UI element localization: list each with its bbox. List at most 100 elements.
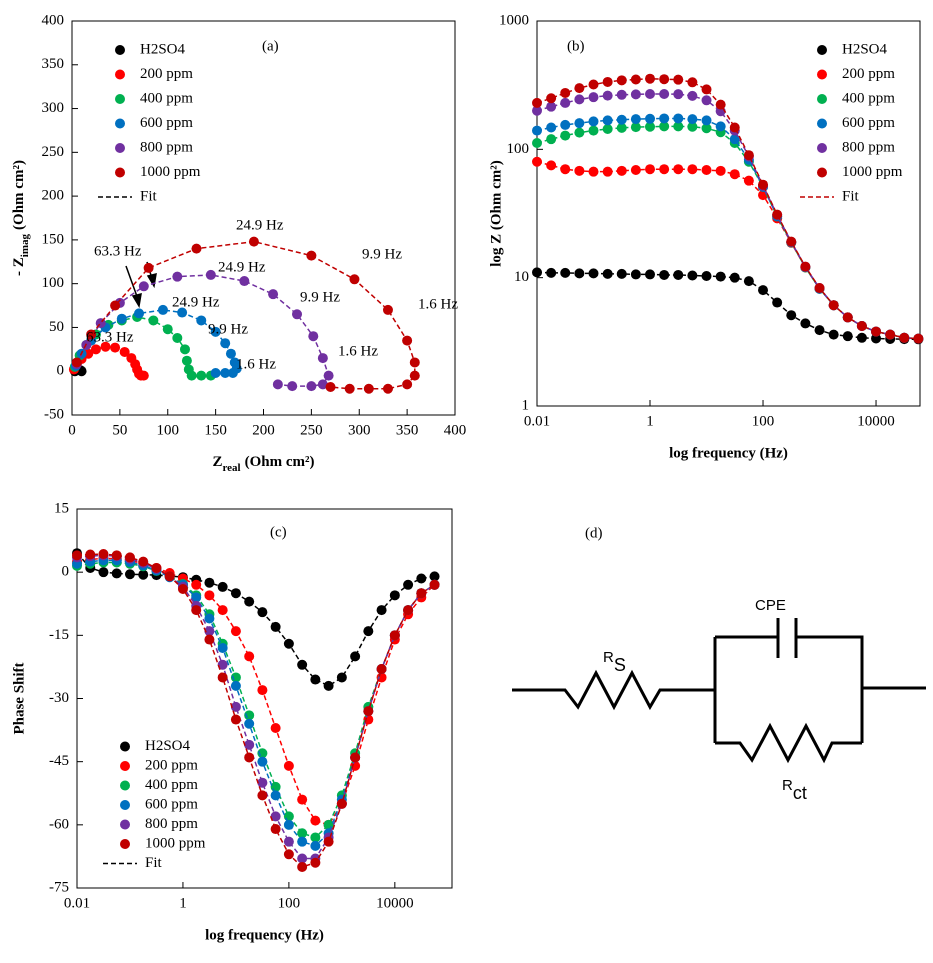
data-point <box>389 630 400 641</box>
data-point <box>310 840 321 851</box>
axis-label: Zreal (Ohm cm²) <box>212 454 314 473</box>
data-point <box>283 819 294 830</box>
legend-label: Fit <box>145 855 163 871</box>
data-point <box>645 113 656 124</box>
legend-marker <box>817 143 827 153</box>
data-point <box>323 370 334 381</box>
fit-line <box>76 557 436 826</box>
data-point <box>574 94 585 105</box>
data-point <box>268 289 279 300</box>
data-point <box>283 638 294 649</box>
data-point <box>532 156 542 167</box>
axis-label: log Z (Ohm cm²) <box>488 160 504 267</box>
data-point <box>270 811 281 822</box>
data-point <box>248 236 259 247</box>
annotation: 24.9 Hz <box>236 217 284 233</box>
data-point <box>532 125 542 136</box>
data-point <box>363 706 374 717</box>
data-point <box>532 267 542 278</box>
data-point <box>196 315 207 326</box>
legend-label: 200 ppm <box>140 66 193 82</box>
rs-sub: S <box>614 655 626 675</box>
data-point <box>402 379 413 390</box>
data-point <box>230 680 241 691</box>
data-point <box>871 326 882 337</box>
data-point <box>429 571 440 582</box>
data-point <box>842 312 853 323</box>
data-point <box>588 92 599 103</box>
data-point <box>800 318 811 329</box>
y-tick-label: 15 <box>54 500 69 516</box>
y-tick-label: 0 <box>62 564 70 580</box>
y-tick-label: 10 <box>514 269 529 285</box>
data-point <box>673 269 684 280</box>
x-tick-label: 350 <box>396 422 419 438</box>
data-point <box>532 138 542 149</box>
data-point <box>602 124 613 135</box>
rct-sub: ct <box>793 783 807 803</box>
legend-marker <box>817 69 827 80</box>
data-point <box>124 569 135 580</box>
data-point <box>111 550 122 561</box>
data-point <box>310 674 321 685</box>
data-point <box>913 333 924 344</box>
data-point <box>560 267 571 278</box>
data-point <box>204 613 215 624</box>
data-point <box>239 276 250 287</box>
data-point <box>560 130 571 141</box>
y-tick-label: 100 <box>507 141 530 157</box>
data-point <box>86 329 97 340</box>
axis-label-main: Z <box>212 454 222 470</box>
data-point <box>715 271 726 282</box>
data-point <box>363 383 374 394</box>
legend-label: H2SO4 <box>842 41 888 57</box>
data-point <box>210 326 221 337</box>
data-point <box>560 87 571 98</box>
data-point <box>204 577 215 588</box>
y-tick-label: 200 <box>42 188 65 204</box>
data-point <box>350 752 361 763</box>
data-point <box>230 701 241 712</box>
data-point <box>191 592 202 603</box>
data-point <box>786 310 797 321</box>
legend-label: 1000 ppm <box>145 835 206 851</box>
data-point <box>217 581 228 592</box>
data-point <box>217 642 228 653</box>
data-point <box>856 332 867 343</box>
annotation: 9.9 Hz <box>300 289 340 305</box>
data-point <box>574 118 585 129</box>
data-point <box>885 329 896 340</box>
legend-label: 400 ppm <box>842 90 895 106</box>
data-point <box>257 790 268 801</box>
data-point <box>842 331 853 342</box>
data-point <box>336 798 347 809</box>
axis-label-unit: (Ohm cm²) <box>11 160 27 230</box>
y-tick-label: -15 <box>49 627 69 643</box>
data-point <box>270 824 281 835</box>
data-point <box>814 325 825 336</box>
data-point <box>382 383 393 394</box>
legend-label: 600 ppm <box>145 796 198 812</box>
legend-marker <box>817 94 827 104</box>
data-point <box>546 101 557 112</box>
y-tick-label: 250 <box>42 144 65 160</box>
data-point <box>317 353 328 364</box>
legend-label: 400 ppm <box>140 90 193 106</box>
data-point <box>645 121 656 132</box>
data-point <box>272 379 283 390</box>
legend-marker <box>120 741 130 752</box>
data-point <box>196 370 207 381</box>
data-point <box>204 590 215 601</box>
legend-marker <box>115 118 125 129</box>
panel-label: (a) <box>262 38 279 54</box>
data-point <box>283 836 294 847</box>
data-point <box>616 122 627 133</box>
rs-label: RS <box>603 649 626 675</box>
axis-label-sub: real <box>222 462 240 474</box>
data-point <box>217 659 228 670</box>
data-point <box>546 160 557 171</box>
legend-label: 800 ppm <box>842 139 895 155</box>
data-point <box>376 664 387 675</box>
y-tick-label: -50 <box>44 406 64 422</box>
data-point <box>297 836 308 847</box>
